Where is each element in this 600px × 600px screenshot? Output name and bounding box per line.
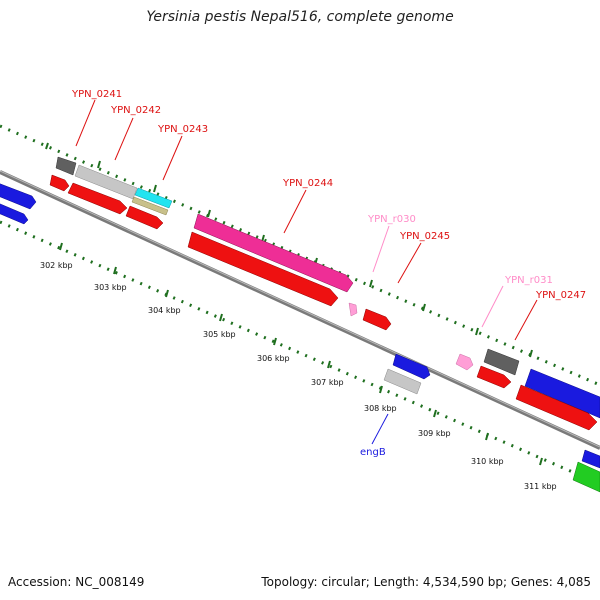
- gene-red-right[interactable]: [515, 384, 598, 431]
- leader-ypn-0244: [283, 189, 307, 234]
- leader-ypn-0245: [397, 242, 422, 284]
- gene-red-0243[interactable]: [125, 205, 164, 230]
- gene-label-ypn-0244: YPN_0244: [282, 178, 333, 189]
- leader-ypn-0243: [162, 135, 183, 181]
- kbp-label-309: 309 kbp: [418, 429, 451, 438]
- leader-ypn-r030: [372, 225, 390, 273]
- kbp-label-302: 302 kbp: [40, 261, 73, 270]
- gene-label-engb: engB: [360, 447, 386, 458]
- leader-ypn-r031: [481, 285, 504, 328]
- gene-gray-engb[interactable]: [383, 368, 422, 395]
- kbp-label-303: 303 kbp: [94, 283, 127, 292]
- kbp-label-310: 310 kbp: [471, 457, 504, 466]
- gene-darkgray-0241[interactable]: [55, 156, 77, 176]
- outer-ruler-ticks: [45, 142, 533, 358]
- gene-label-ypn-0242: YPN_0242: [110, 105, 161, 116]
- genome-summary-text: Topology: circular; Length: 4,534,590 bp…: [261, 575, 591, 589]
- gene-pink-r030[interactable]: [348, 302, 358, 317]
- gene-pink-r031[interactable]: [455, 353, 474, 371]
- gene-red-small-0241[interactable]: [49, 174, 70, 192]
- accession-text: Accession: NC_008149: [8, 575, 145, 589]
- leader-ypn-0242: [114, 117, 134, 161]
- backbone-highlight: [0, 170, 600, 448]
- gene-blue-left-2[interactable]: [0, 203, 29, 225]
- genome-title: Yersinia pestis Nepal516, complete genom…: [146, 9, 454, 25]
- inner-ruler-line: [0, 220, 600, 486]
- leader-ypn-0241: [75, 99, 96, 147]
- gene-darkgray-0247[interactable]: [483, 348, 520, 376]
- kbp-label-311: 311 kbp: [524, 482, 557, 491]
- kbp-label-306: 306 kbp: [257, 354, 290, 363]
- gene-khaki-0243[interactable]: [131, 196, 169, 216]
- kbp-label-308: 308 kbp: [364, 404, 397, 413]
- gene-label-ypn-r030: YPN_r030: [367, 214, 416, 225]
- gene-red-0245[interactable]: [362, 308, 392, 331]
- gene-label-ypn-r031: YPN_r031: [504, 275, 553, 286]
- gene-label-ypn-0243: YPN_0243: [157, 124, 208, 135]
- gene-red-0247-a[interactable]: [476, 365, 512, 389]
- gene-red-0244[interactable]: [187, 231, 339, 307]
- outer-ruler-line: [0, 124, 600, 387]
- leader-engb: [371, 413, 389, 445]
- kbp-label-304: 304 kbp: [148, 306, 181, 315]
- gene-label-ypn-0241: YPN_0241: [71, 89, 122, 100]
- backbone-line: [0, 170, 600, 450]
- gene-magenta-0244[interactable]: [193, 213, 354, 293]
- gene-blue-engb[interactable]: [392, 353, 431, 380]
- gene-blue-right[interactable]: [524, 368, 600, 419]
- gene-green-bottom-right[interactable]: [572, 461, 600, 493]
- kbp-label-307: 307 kbp: [311, 378, 344, 387]
- gene-blue-left-1[interactable]: [0, 183, 37, 210]
- gene-blue-bottom-right[interactable]: [581, 449, 600, 469]
- kbp-label-305: 305 kbp: [203, 330, 236, 339]
- gene-red-0242[interactable]: [67, 182, 128, 215]
- gene-label-ypn-0247: YPN_0247: [535, 290, 586, 301]
- inner-ruler-ticks: [59, 242, 543, 466]
- gene-cyan-0243[interactable]: [134, 187, 173, 209]
- leader-ypn-0247: [514, 299, 538, 341]
- gene-label-ypn-0245: YPN_0245: [399, 231, 450, 242]
